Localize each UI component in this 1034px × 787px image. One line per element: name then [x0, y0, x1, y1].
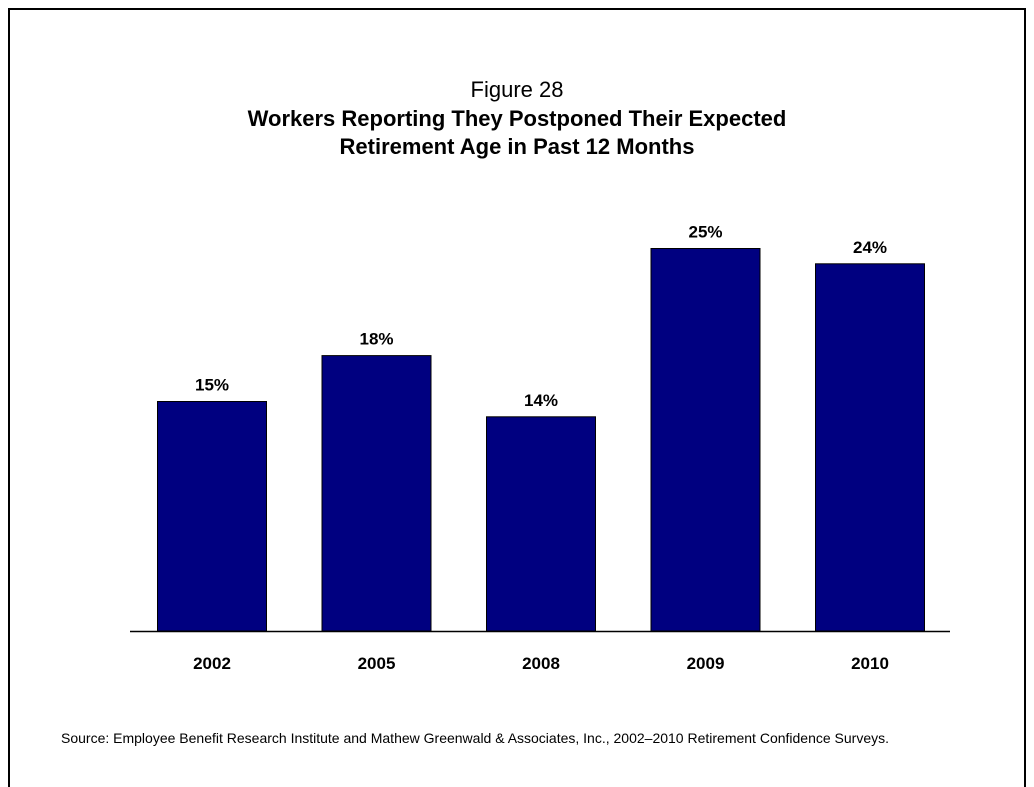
chart-title-line-1: Workers Reporting They Postponed Their E…	[247, 106, 787, 131]
bar-2005	[321, 355, 432, 632]
data-label-2010: 24%	[853, 238, 887, 257]
data-label-2008: 14%	[524, 391, 558, 410]
x-tick-label-2008: 2008	[522, 654, 560, 673]
x-tick-label-2010: 2010	[851, 654, 889, 673]
data-label-2002: 15%	[195, 376, 229, 395]
chart-title: Workers Reporting They Postponed Their E…	[0, 105, 1034, 161]
figure-frame	[8, 8, 1026, 787]
data-label-2005: 18%	[359, 330, 393, 349]
source-note: Source: Employee Benefit Research Instit…	[61, 730, 890, 746]
bar-2002	[157, 401, 267, 632]
x-tick-label-2009: 2009	[687, 654, 725, 673]
bar-2008	[486, 416, 596, 632]
bar-2010	[815, 263, 925, 632]
x-tick-label-2005: 2005	[358, 654, 396, 673]
figure-number: Figure 28	[470, 77, 564, 102]
data-label-2009: 25%	[688, 223, 722, 242]
chart-title-line-2: Retirement Age in Past 12 Months	[339, 134, 695, 159]
x-tick-label-2002: 2002	[193, 654, 231, 673]
bar-2009	[650, 248, 761, 632]
